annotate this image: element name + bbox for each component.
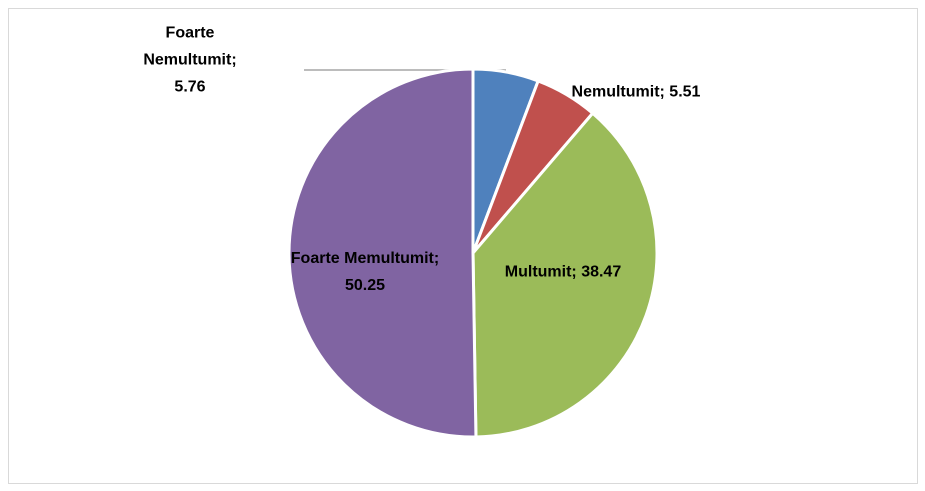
data-label: Multumit; 38.47 [504, 263, 622, 281]
data-label: Foarte Memultumit; 50.25 [290, 250, 440, 294]
data-label: Foarte Nemultumit; 5.76 [143, 24, 237, 96]
data-label: Nemultumit; 5.51 [571, 83, 701, 101]
pie-slice [287, 67, 478, 439]
pie-slice [471, 111, 659, 439]
